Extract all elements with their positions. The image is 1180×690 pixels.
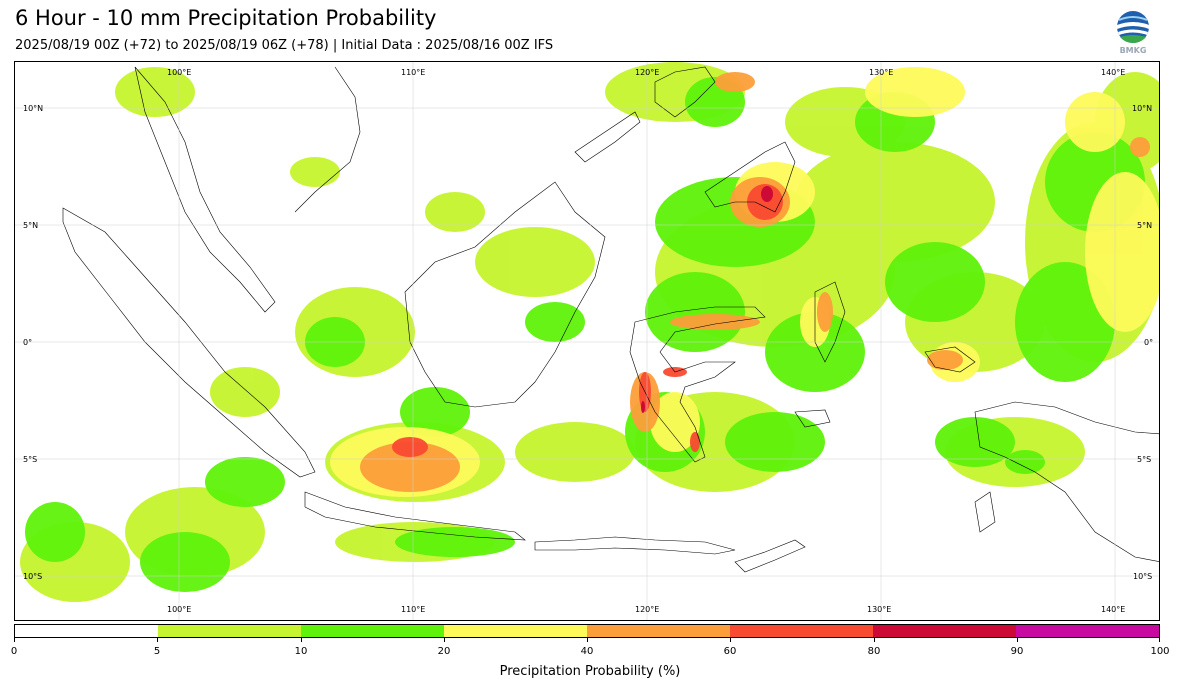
colorbar-tick-label: 40 (580, 646, 594, 657)
colorbar-segment (1016, 625, 1159, 637)
colorbar-segment (873, 625, 1016, 637)
colorbar-tick-label: 80 (867, 646, 881, 657)
logo-text: BMKG (1120, 46, 1147, 55)
lon-label: 130°E (869, 68, 893, 77)
coastlines (62, 66, 1159, 573)
lat-label: 10°N (23, 104, 43, 113)
colorbar-ticks: 0 5 10 20 40 60 80 90 100 (10, 638, 1170, 658)
colorbar-tick (874, 638, 875, 642)
graticule (15, 62, 1159, 620)
colorbar-tick (587, 638, 588, 642)
colorbar-segment (301, 625, 444, 637)
lat-labels-right: 10°N 5°N 0° 5°S 10°S (1132, 104, 1153, 581)
colorbar-tick-label: 100 (1150, 646, 1170, 657)
lon-label: 140°E (1101, 68, 1125, 77)
colorbar-tick-label: 10 (294, 646, 308, 657)
colorbar-tick (301, 638, 302, 642)
colorbar-segment (15, 625, 158, 637)
lat-label: 5°N (23, 221, 38, 230)
colorbar-tick-label: 60 (723, 646, 737, 657)
bmkg-logo: BMKG (1114, 10, 1152, 56)
colorbar-segment (158, 625, 301, 637)
colorbar-segment (444, 625, 587, 637)
lon-label: 100°E (167, 605, 191, 614)
colorbar-tick (14, 638, 15, 642)
lon-label: 120°E (635, 68, 659, 77)
colorbar-tick (157, 638, 158, 642)
colorbar-tick (730, 638, 731, 642)
colorbar-label: Precipitation Probability (%) (499, 664, 681, 679)
colorbar-segment (587, 625, 730, 637)
lon-label: 110°E (401, 68, 425, 77)
lat-label: 10°N (1132, 104, 1152, 113)
lon-label: 120°E (635, 605, 659, 614)
lon-label: 110°E (401, 605, 425, 614)
colorbar (14, 624, 1160, 638)
colorbar-segment (730, 625, 873, 637)
lat-label: 0° (1144, 338, 1153, 347)
precipitation-map: 100°E 110°E 120°E 130°E 140°E 100°E 110°… (14, 61, 1160, 621)
lat-label: 5°S (23, 455, 37, 464)
colorbar-tick-label: 0 (10, 646, 18, 657)
lon-labels-top: 100°E 110°E 120°E 130°E 140°E (167, 68, 1125, 77)
colorbar-tick (1159, 638, 1160, 642)
colorbar-tick (1017, 638, 1018, 642)
lon-label: 140°E (1101, 605, 1125, 614)
lon-label: 100°E (167, 68, 191, 77)
precip-field (20, 62, 1159, 602)
lon-labels-bottom: 100°E 110°E 120°E 130°E 140°E (167, 605, 1125, 614)
lat-label: 10°S (23, 572, 42, 581)
lat-labels-left: 10°N 5°N 0° 5°S 10°S (23, 104, 43, 581)
chart-title: 6 Hour - 10 mm Precipitation Probability (15, 6, 437, 30)
map-canvas: 100°E 110°E 120°E 130°E 140°E 100°E 110°… (15, 62, 1159, 620)
lat-label: 0° (23, 338, 32, 347)
colorbar-tick-label: 5 (153, 646, 161, 657)
colorbar-tick-label: 20 (437, 646, 451, 657)
lon-label: 130°E (867, 605, 891, 614)
lat-label: 5°S (1137, 455, 1151, 464)
colorbar-tick (444, 638, 445, 642)
lat-label: 5°N (1137, 221, 1152, 230)
chart-subtitle: 2025/08/19 00Z (+72) to 2025/08/19 06Z (… (15, 38, 554, 53)
lat-label: 10°S (1133, 572, 1152, 581)
colorbar-tick-label: 90 (1010, 646, 1024, 657)
